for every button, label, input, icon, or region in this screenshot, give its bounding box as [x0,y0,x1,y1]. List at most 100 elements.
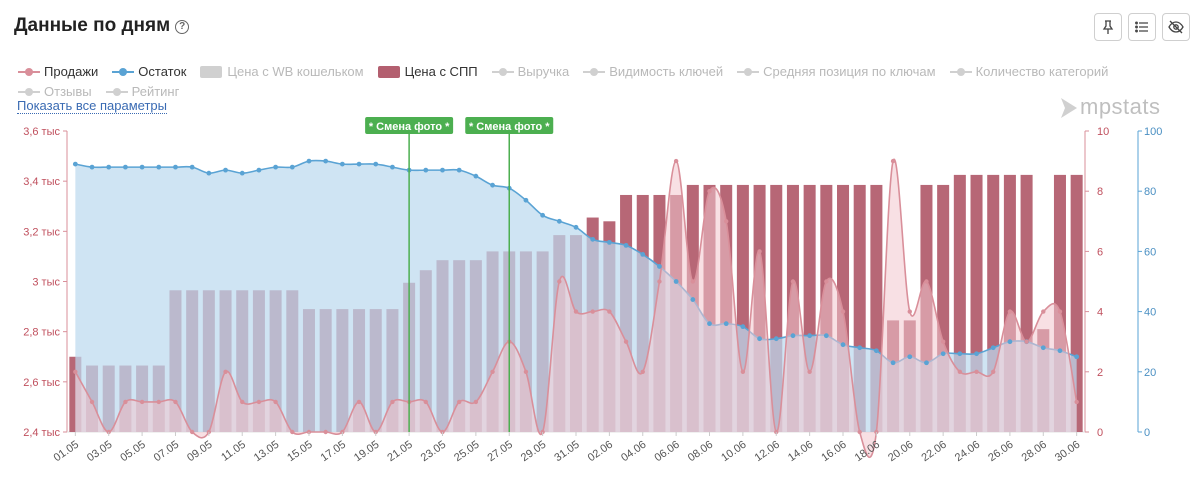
legend-label: Отзывы [44,84,92,99]
stock-point [740,324,746,330]
x-axis-tick-label: 06.06 [652,439,681,465]
legend-item[interactable]: Средняя позиция по ключам [737,64,936,80]
sales-point [924,279,929,284]
stock-point [1007,339,1013,345]
pin-button[interactable] [1094,13,1122,41]
legend-item[interactable]: Цена с WB кошельком [200,64,364,80]
sales-point [790,279,796,284]
x-axis-tick-label: 22.06 [919,439,948,465]
sales-point [640,369,645,374]
x-axis-tick-label: 03.05 [85,439,114,465]
mpstats-logo-icon [1061,98,1077,118]
legend-swatch-line [112,67,135,77]
legend-swatch-line [18,67,40,77]
sales-point [840,309,846,314]
stock-point [273,164,279,170]
stock-point [957,351,963,357]
question-circle-icon[interactable]: ? [175,20,190,34]
show-all-params-link[interactable]: Показать все параметры [17,98,167,114]
legend-swatch-line [105,87,128,97]
hide-button[interactable] [1162,13,1190,41]
brand-logo: mpstats [1060,94,1161,120]
x-axis-tick-label: 08.06 [686,439,715,465]
pin-icon [1102,20,1114,34]
x-axis-tick-label: 01.05 [52,439,81,465]
legend-item[interactable]: Остаток [112,64,186,80]
sales-point [290,429,295,435]
chart-legend: Продажи Остаток Цена с WB кошельком Цена с … [18,64,1128,104]
x-axis-tick-label: 26.06 [986,439,1015,465]
sales-point [173,399,178,405]
legend-item[interactable]: Количество категорий [949,64,1109,80]
sales-point [740,369,746,374]
sales-point [240,399,245,405]
stock-point [924,360,929,366]
legend-item[interactable]: Выручка [491,64,569,80]
stock-point [523,197,529,203]
stock-point [757,336,762,342]
sales-point [723,219,729,224]
x-axis-tick-label: 05.05 [118,439,147,465]
legend-item[interactable]: Цена с СПП [377,64,478,80]
left-axis-tick-label: 2,8 тыс [23,327,60,339]
x-axis-tick-label: 19.05 [352,439,381,465]
stock-point [106,164,112,170]
sales-point [707,189,712,194]
sales-point [189,429,195,435]
x-axis-tick-label: 15.05 [285,439,314,465]
legend-item[interactable]: Отзывы [18,84,92,100]
sales-point [890,158,896,164]
stock-axis-tick-label: 40 [1144,307,1156,319]
sales-point [1057,309,1063,314]
stock-point [657,264,662,269]
stock-point [807,333,813,339]
sales-point [1024,339,1029,344]
stock-point [857,345,863,351]
sales-point [1041,309,1046,314]
legend-label: Количество категорий [975,64,1109,79]
stock-point [640,252,646,257]
legend-item[interactable]: Видимость ключей [583,64,723,80]
sales-point [557,279,562,284]
sales-point [590,309,595,314]
legend-swatch-box [377,66,400,78]
list-button[interactable] [1128,13,1156,41]
left-axis-tick-label: 3,6 тыс [23,126,60,138]
sales-point [156,399,161,405]
x-axis-tick-label: 10.06 [719,439,748,465]
stock-point [173,164,178,170]
stock-point [306,158,312,164]
stock-point [289,164,295,170]
stock-point [673,279,679,284]
x-axis-tick-label: 07.05 [152,439,181,465]
legend-label: Продажи [44,64,99,79]
legend-swatch-line [491,67,514,77]
stock-point [256,167,262,173]
sales-point [940,339,946,344]
legend-swatch-line [583,67,606,77]
legend-swatch-line [949,67,972,77]
x-axis-tick-label: 29.05 [519,439,548,465]
legend-item[interactable]: Продажи [18,64,98,80]
stock-point [373,161,379,167]
stock-point [490,182,495,188]
stock-axis-tick-label: 100 [1144,126,1162,138]
legend-label: Цена с WB кошельком [227,64,364,79]
stock-point [440,167,445,173]
stock-point [473,173,479,179]
legend-swatch-line [737,67,760,77]
page-title: Данные по дням? [14,15,190,37]
stock-point [89,164,95,170]
legend-item[interactable]: Рейтинг [105,84,180,100]
sales-area [75,159,1077,458]
legend-label: Рейтинг [131,84,180,99]
sales-point [223,369,228,374]
stock-point [239,170,245,176]
sales-point [957,369,963,374]
sales-point [473,399,479,405]
stock-axis-tick-label: 0 [1144,427,1150,439]
x-axis-tick-label: 23.05 [419,439,448,465]
stock-point [840,342,846,348]
title-text: Данные по дням [14,15,171,36]
